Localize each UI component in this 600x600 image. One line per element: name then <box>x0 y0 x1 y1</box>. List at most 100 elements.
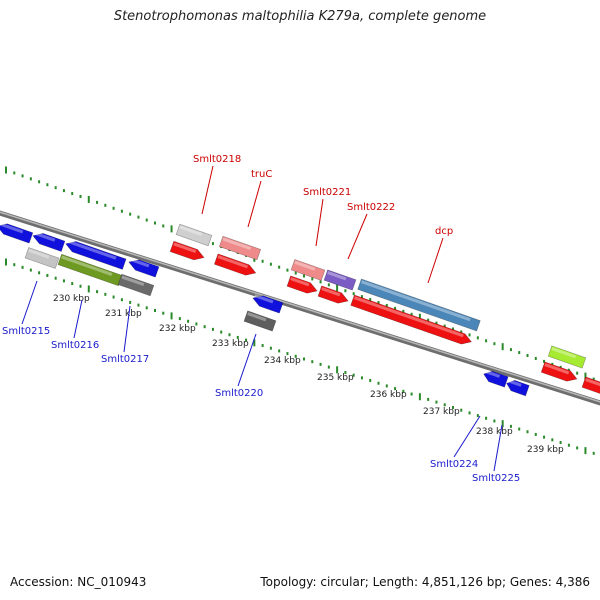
cds-arrow-truC-shine <box>217 255 249 269</box>
gene-arrow-smlt0224-shine <box>485 370 501 378</box>
map-title: Stenotrophomonas maltophilia K279a, comp… <box>113 9 487 24</box>
gene-box-smlt0217-shine <box>121 275 145 287</box>
cds-arrow-right-shine <box>544 363 570 375</box>
leader-line-top <box>201 165 214 215</box>
backbone-highlight <box>0 211 600 403</box>
gene-label-bottom: Smlt0217 <box>101 354 149 365</box>
leader-line-bottom <box>21 280 38 325</box>
leader-line-bottom <box>453 415 481 458</box>
leader-line-top <box>347 213 368 260</box>
gene-box-smlt0221-body <box>290 259 326 281</box>
cds-arrow-smlt0221 <box>286 275 318 294</box>
scale-label: 239 kbp <box>527 445 564 455</box>
gene-box-green-right <box>547 345 587 369</box>
gene-box-green-right-shine <box>551 347 577 359</box>
cds-arrow-smlt0221-body <box>286 275 318 294</box>
genome-summary-text: Topology: circular; Length: 4,851,126 bp… <box>260 575 590 589</box>
leader-line-bottom <box>123 305 131 353</box>
gene-box-smlt0222-shine <box>327 271 347 281</box>
genome-backbone <box>0 210 600 406</box>
gene-box-smlt0220 <box>243 310 277 332</box>
cds-arrow-smlt0222-body <box>317 285 349 304</box>
scale-label: 232 kbp <box>159 324 196 334</box>
gene-label-bottom: Smlt0215 <box>2 326 50 337</box>
gene-box-truC-body <box>218 235 262 261</box>
leader-line-top <box>247 180 262 228</box>
gene-arrow-smlt0215-body <box>32 233 66 252</box>
cds-arrow-dcp <box>350 294 472 345</box>
lower-tick-track <box>5 258 595 455</box>
scale-label: 235 kbp <box>317 373 354 383</box>
leader-line-top <box>315 198 324 247</box>
gene-box-smlt0217 <box>117 273 155 297</box>
gene-label-bottom: Smlt0225 <box>472 473 520 484</box>
cds-arrow-truC <box>213 253 257 276</box>
gene-label-bottom: Smlt0220 <box>215 388 263 399</box>
leader-line-bottom <box>493 424 503 472</box>
gene-arrow-smlt0215-shine <box>34 231 56 242</box>
gene-box-dcp <box>357 278 481 332</box>
scale-label: 238 kbp <box>476 427 513 437</box>
gene-box-grey-left-body <box>24 247 60 269</box>
cds-arrow-right <box>540 361 578 382</box>
gene-labels: Smlt0218truCSmlt0221Smlt0222dcpSmlt0215S… <box>2 154 520 484</box>
gene-box-smlt0218 <box>175 223 213 247</box>
gene-box-dcp-shine <box>360 280 471 322</box>
cds-arrow-right-body <box>540 361 578 382</box>
cds-arrow-edge-body <box>581 376 600 395</box>
gene-box-smlt0216 <box>57 253 123 287</box>
gene-arrow-smlt0217-rev-body <box>128 259 160 278</box>
gene-box-smlt0220-shine <box>247 312 267 322</box>
gene-arrow-smlt0216-rev <box>65 239 127 270</box>
gene-arrow-smlt0225-shine <box>508 379 522 387</box>
cds-arrow-smlt0221-shine <box>290 277 310 287</box>
gene-box-dcp-body <box>357 278 481 332</box>
cds-arrow-smlt0218-shine <box>173 242 197 254</box>
gene-box-grey-left-shine <box>28 248 50 259</box>
gene-arrow-smlt0214-body <box>0 223 34 244</box>
scale-label: 233 kbp <box>212 339 249 349</box>
gene-box-smlt0221 <box>290 259 326 281</box>
gene-arrow-smlt0216-rev-shine <box>67 239 117 260</box>
gene-box-truC <box>218 235 262 261</box>
gene-arrow-smlt0220-body <box>252 295 284 314</box>
leader-line-top <box>427 237 444 284</box>
gene-arrow-smlt0225-body <box>506 380 530 397</box>
cds-arrow-truC-body <box>213 253 257 276</box>
gene-arrow-smlt0224 <box>483 370 509 388</box>
gene-arrow-smlt0215 <box>32 231 66 252</box>
gene-arrow-smlt0216-rev-body <box>65 241 127 270</box>
cds-arrow-edge <box>581 376 600 395</box>
gene-box-smlt0218-body <box>175 223 213 247</box>
gene-box-smlt0222 <box>323 269 357 291</box>
gene-arrow-smlt0214-shine <box>0 222 24 234</box>
gene-box-smlt0217-body <box>117 273 155 297</box>
gene-arrow-smlt0220 <box>252 294 284 314</box>
gene-box-grey-left <box>24 247 60 269</box>
cds-arrow-dcp-shine <box>353 296 464 338</box>
feature-track <box>0 222 600 397</box>
gene-label-top: Smlt0218 <box>193 154 241 165</box>
gene-box-smlt0216-shine <box>61 255 113 276</box>
gene-label-bottom: Smlt0224 <box>430 459 478 470</box>
gene-arrow-smlt0217-rev-shine <box>130 258 150 268</box>
cds-arrow-smlt0218 <box>169 240 205 261</box>
gene-box-truC-shine <box>222 237 252 251</box>
cds-arrow-smlt0222-shine <box>321 287 341 297</box>
gene-box-smlt0221-shine <box>294 260 316 271</box>
gene-box-smlt0222-body <box>323 269 357 291</box>
accession-text: Accession: NC_010943 <box>10 575 147 589</box>
gene-arrow-smlt0224-body <box>483 370 509 388</box>
gene-arrow-smlt0225 <box>506 379 530 397</box>
gene-box-smlt0216-body <box>57 253 123 287</box>
gene-box-smlt0220-body <box>243 310 277 332</box>
tick-tracks <box>5 166 595 455</box>
scale-label: 236 kbp <box>370 390 407 400</box>
scale-label: 230 kbp <box>53 294 90 304</box>
gene-label-top: truC <box>251 169 272 180</box>
scale-label: 234 kbp <box>264 356 301 366</box>
gene-label-top: Smlt0221 <box>303 187 351 198</box>
scale-label: 237 kbp <box>423 407 460 417</box>
